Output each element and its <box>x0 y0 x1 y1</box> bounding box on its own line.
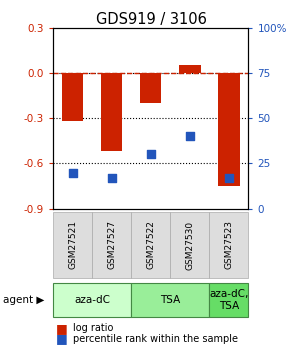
Text: aza-dC: aza-dC <box>74 295 110 305</box>
Text: percentile rank within the sample: percentile rank within the sample <box>73 334 238 344</box>
Bar <box>140 73 161 103</box>
Text: GSM27523: GSM27523 <box>225 220 233 269</box>
Text: GSM27522: GSM27522 <box>146 220 155 269</box>
Bar <box>101 73 122 151</box>
Bar <box>179 65 201 73</box>
Bar <box>218 73 240 186</box>
Text: GDS919 / 3106: GDS919 / 3106 <box>96 12 207 27</box>
Text: GSM27530: GSM27530 <box>185 220 194 269</box>
Point <box>109 175 114 181</box>
Text: log ratio: log ratio <box>73 324 113 333</box>
Point <box>70 170 75 175</box>
Text: aza-dC,
TSA: aza-dC, TSA <box>209 289 248 311</box>
Bar <box>62 73 83 121</box>
Text: GSM27527: GSM27527 <box>107 220 116 269</box>
Point <box>187 134 192 139</box>
Text: ■: ■ <box>56 322 68 335</box>
Text: TSA: TSA <box>160 295 180 305</box>
Point <box>227 175 231 181</box>
Text: agent ▶: agent ▶ <box>3 295 45 305</box>
Point <box>148 152 153 157</box>
Text: GSM27521: GSM27521 <box>68 220 77 269</box>
Text: ■: ■ <box>56 332 68 345</box>
